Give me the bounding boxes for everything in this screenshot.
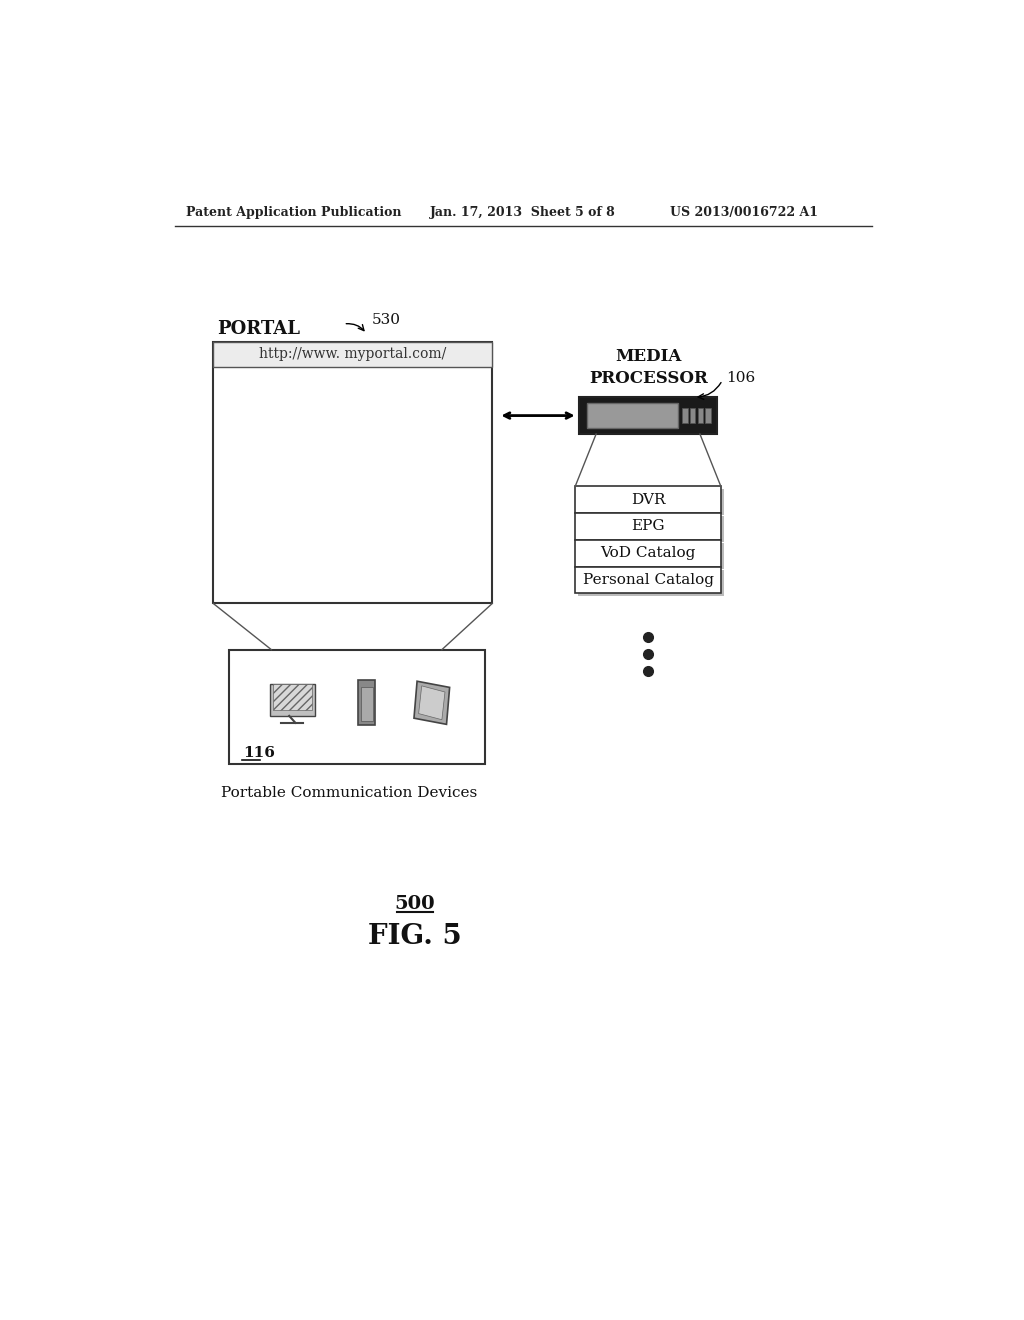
- Polygon shape: [419, 686, 445, 719]
- Text: DVR: DVR: [631, 492, 666, 507]
- Text: 116: 116: [243, 746, 274, 760]
- Bar: [697, 408, 703, 424]
- Bar: [360, 686, 373, 721]
- Text: Jan. 17, 2013  Sheet 5 of 8: Jan. 17, 2013 Sheet 5 of 8: [430, 206, 616, 219]
- Bar: [587, 404, 678, 428]
- Text: 106: 106: [726, 371, 756, 385]
- Bar: [273, 684, 311, 710]
- Text: 530: 530: [372, 313, 401, 327]
- Bar: [358, 681, 375, 725]
- Bar: [682, 408, 687, 424]
- Text: PORTAL: PORTAL: [217, 321, 300, 338]
- Text: VoD Catalog: VoD Catalog: [600, 546, 695, 561]
- Bar: [228, 649, 484, 763]
- Text: FIG. 5: FIG. 5: [368, 923, 462, 949]
- Bar: [575, 487, 721, 512]
- Bar: [706, 408, 711, 424]
- Polygon shape: [414, 681, 450, 725]
- Bar: [575, 540, 721, 566]
- Bar: [579, 570, 724, 595]
- Text: Patent Application Publication: Patent Application Publication: [186, 206, 401, 219]
- Text: Portable Communication Devices: Portable Communication Devices: [221, 785, 477, 800]
- Bar: [270, 684, 314, 715]
- Bar: [213, 342, 493, 367]
- Bar: [579, 397, 717, 434]
- Bar: [575, 513, 721, 540]
- Bar: [579, 488, 724, 515]
- Bar: [579, 516, 724, 543]
- Bar: [575, 568, 721, 594]
- Text: 500: 500: [394, 895, 435, 912]
- Text: http://www. myportal.com/: http://www. myportal.com/: [259, 347, 446, 362]
- Text: MEDIA
PROCESSOR: MEDIA PROCESSOR: [590, 348, 709, 388]
- Text: Personal Catalog: Personal Catalog: [583, 573, 714, 587]
- Bar: [690, 408, 695, 424]
- Bar: [213, 342, 493, 603]
- Text: US 2013/0016722 A1: US 2013/0016722 A1: [671, 206, 818, 219]
- Text: EPG: EPG: [631, 520, 665, 533]
- Bar: [579, 543, 724, 569]
